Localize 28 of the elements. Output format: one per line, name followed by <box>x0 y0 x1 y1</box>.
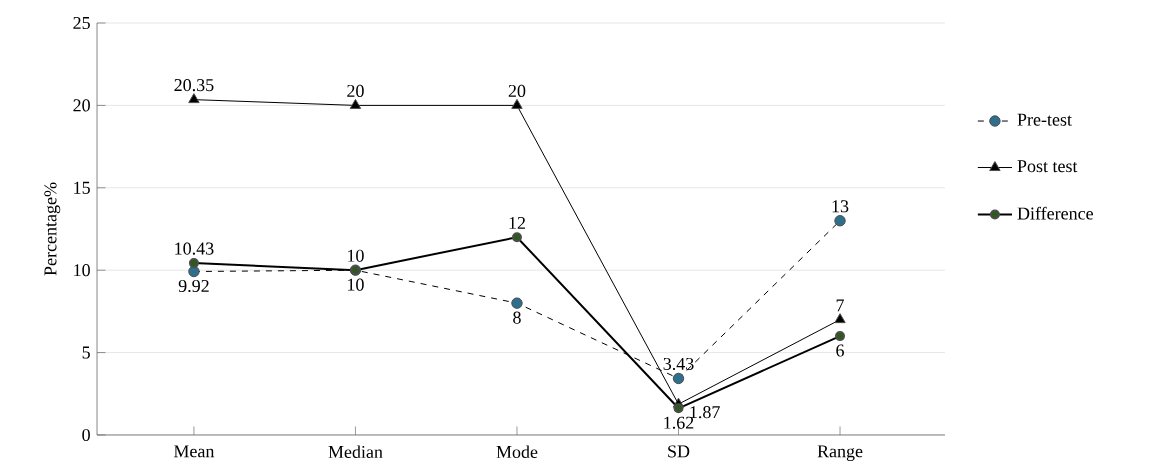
x-tick-label: Median <box>328 445 383 459</box>
data-label: 20.35 <box>174 78 214 92</box>
y-tick-label: 15 <box>74 181 90 194</box>
x-tick-label: Mode <box>496 445 538 459</box>
y-tick-label: 5 <box>82 346 90 359</box>
data-label: 8 <box>513 311 521 324</box>
legend-label: Pre-test <box>1017 113 1072 126</box>
legend-label: Difference <box>1017 206 1093 220</box>
data-label: 12 <box>509 216 525 229</box>
data-label: 6 <box>836 344 844 357</box>
data-label: 20 <box>347 84 364 98</box>
y-tick-label: 10 <box>74 264 90 277</box>
y-axis-title: Percentage% <box>44 182 61 276</box>
legend-label: Post test <box>1017 160 1078 173</box>
y-tick-label: 20 <box>73 99 90 112</box>
data-label: 20 <box>508 84 526 98</box>
data-label: 10.43 <box>175 242 214 255</box>
data-label: 10 <box>348 249 364 262</box>
data-label: 9.92 <box>178 279 209 293</box>
data-label: 3.43 <box>663 357 694 371</box>
x-tick-label: SD <box>668 445 690 458</box>
y-tick-label: 25 <box>73 16 90 30</box>
data-label: 10 <box>348 278 364 291</box>
data-label: 13 <box>832 200 849 213</box>
x-tick-label: Mean <box>173 445 215 458</box>
x-tick-label: Range <box>817 445 863 462</box>
data-label: 7 <box>836 299 844 312</box>
y-tick-label: 0 <box>82 428 90 442</box>
